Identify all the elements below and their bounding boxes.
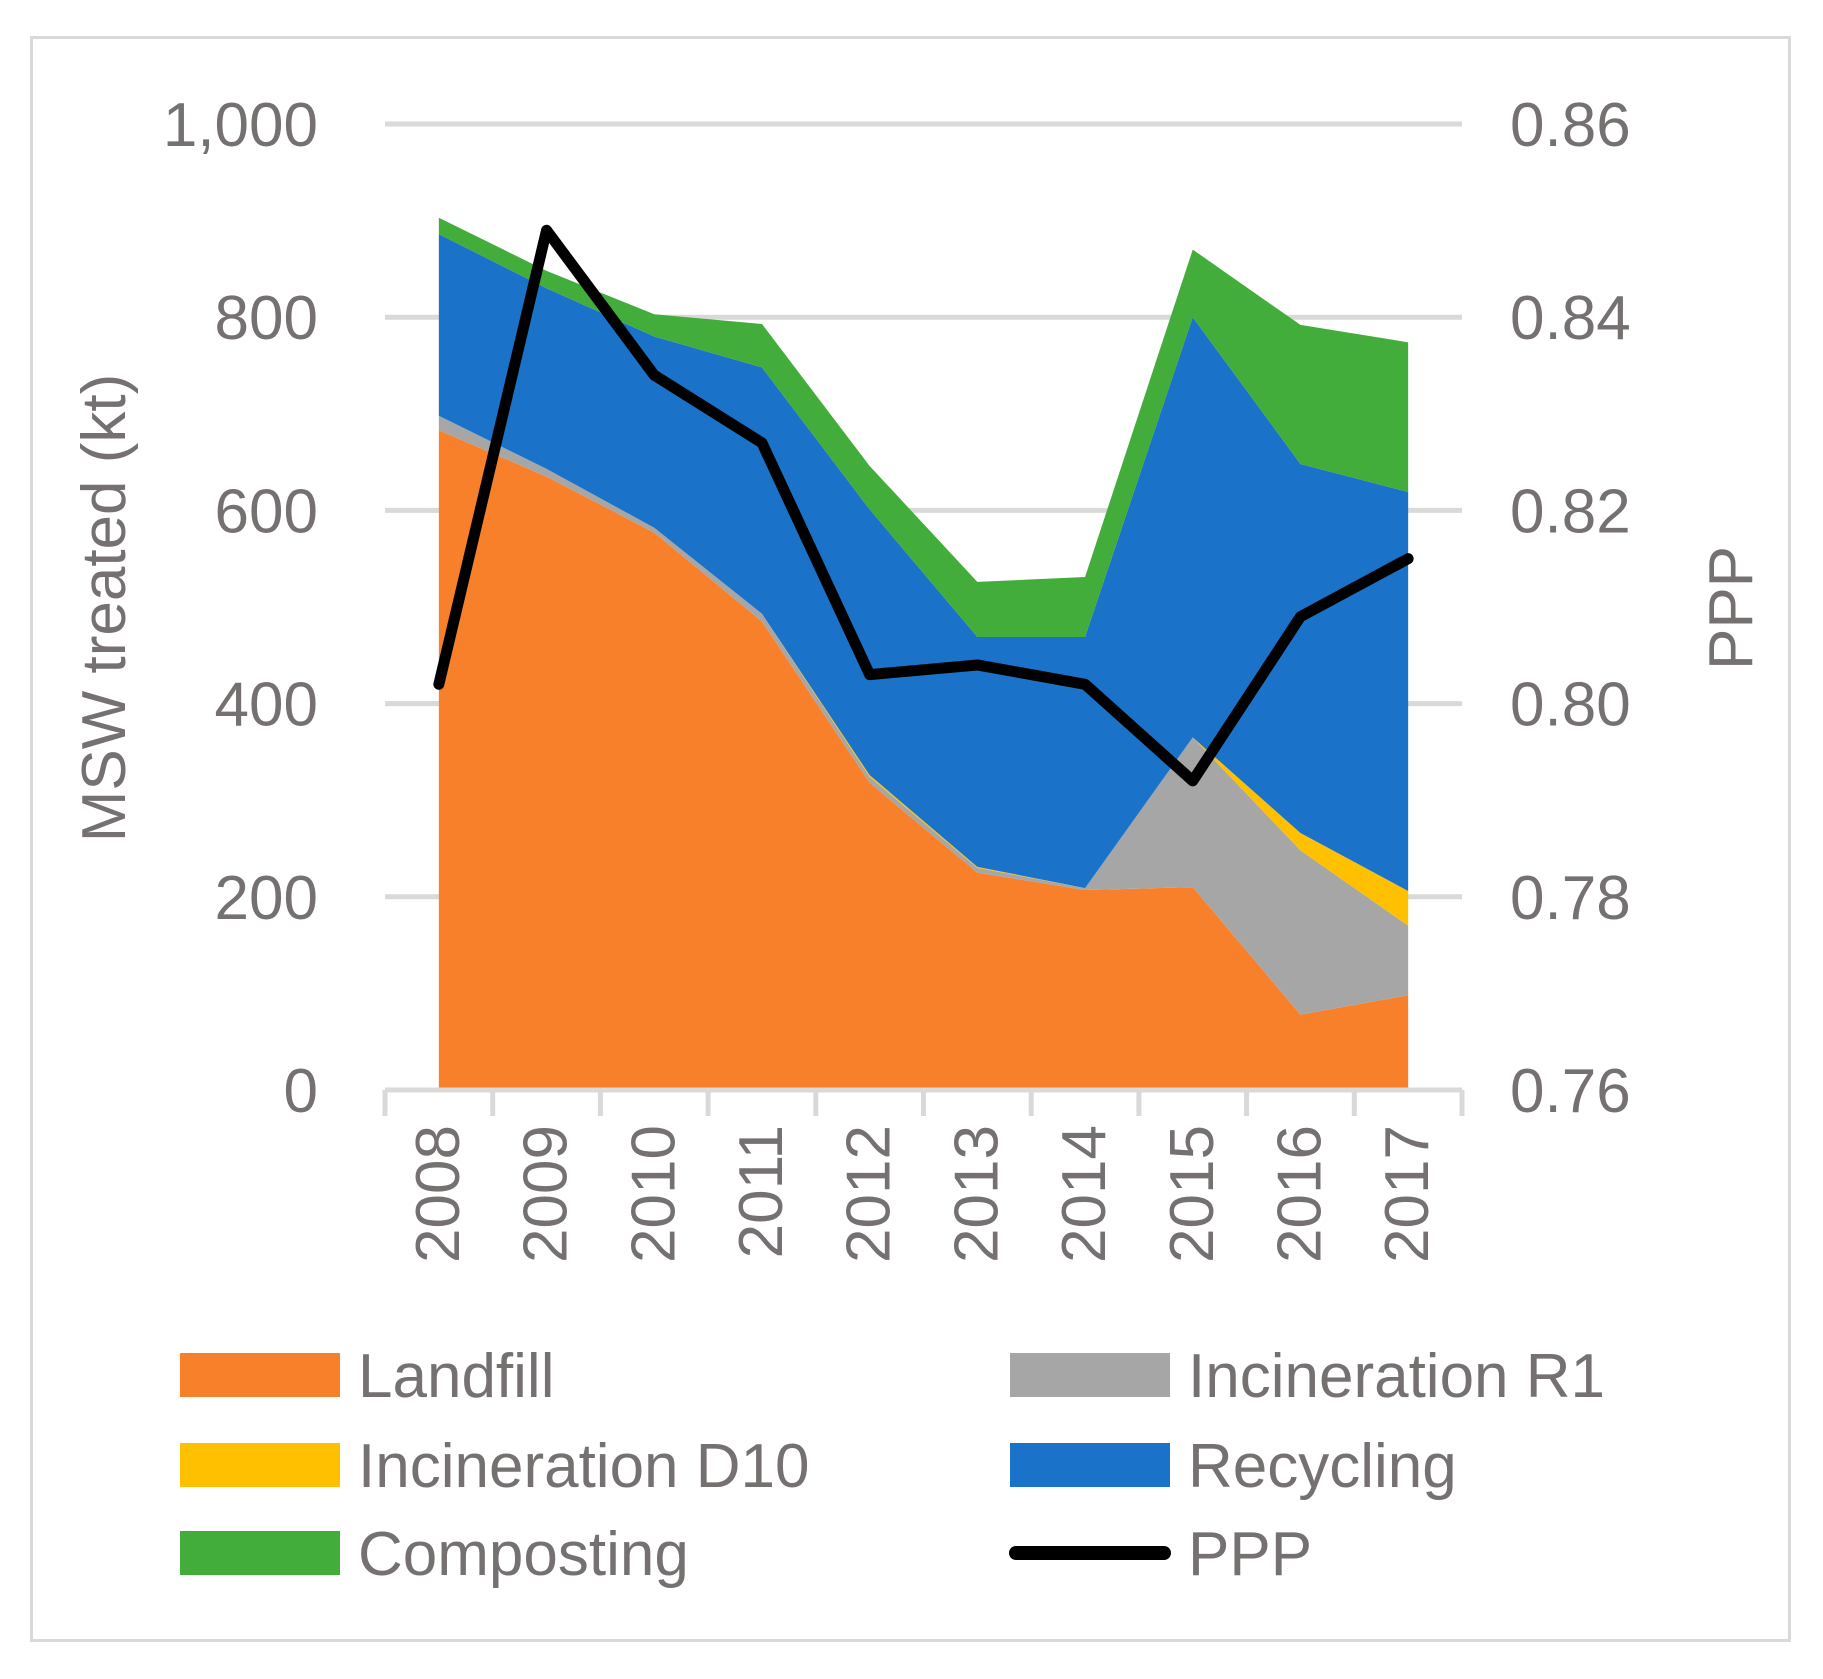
x-tick-label: 2017 (1373, 1125, 1442, 1263)
x-tick-label: 2014 (1050, 1125, 1119, 1263)
legend-label: PPP (1188, 1520, 1312, 1589)
legend-swatch (1010, 1443, 1170, 1487)
right-tick-label: 0.76 (1510, 1057, 1631, 1126)
legend-item-landfill: Landfill (180, 1342, 554, 1411)
legend-label: Incineration D10 (358, 1432, 810, 1501)
legend-swatch (180, 1443, 340, 1487)
legend: Landfill Incineration R1 Incineration D10 R… (180, 1342, 1605, 1589)
ppp-line-group (433, 224, 1414, 787)
legend-label: Landfill (358, 1342, 554, 1411)
legend-swatch (1010, 1353, 1170, 1397)
legend-swatch (180, 1531, 340, 1575)
right-tick-label: 0.82 (1510, 477, 1631, 546)
left-axis-title: MSW treated (kt) (70, 374, 139, 843)
x-tick-label: 2016 (1265, 1125, 1334, 1263)
legend-swatch (180, 1353, 340, 1397)
x-tick-label: 2015 (1158, 1125, 1227, 1263)
x-axis: 2008 2009 2010 2011 2012 2013 2014 2015 2016 2017 (382, 1087, 1465, 1263)
x-tick-label: 2013 (942, 1125, 1011, 1263)
left-tick-label: 400 (215, 671, 318, 740)
left-tick-label: 800 (215, 284, 318, 353)
legend-item-ppp: PPP (1009, 1520, 1312, 1589)
right-axis-ticks: 0.76 0.78 0.80 0.82 0.84 0.86 (1510, 91, 1631, 1126)
x-tick-label: 2009 (512, 1125, 581, 1263)
x-tick-label: 2012 (835, 1125, 904, 1263)
left-tick-label: 1,000 (163, 91, 318, 160)
left-tick-label: 200 (215, 864, 318, 933)
left-tick-label: 600 (215, 477, 318, 546)
right-tick-label: 0.80 (1510, 671, 1631, 740)
area-landfill (438, 430, 1409, 1090)
area-composting (438, 217, 1409, 637)
x-tick-label: 2010 (619, 1125, 688, 1263)
legend-label: Composting (358, 1520, 689, 1589)
right-tick-label: 0.84 (1510, 284, 1631, 353)
legend-item-incineration-d10: Incineration D10 (180, 1432, 810, 1501)
right-tick-label: 0.86 (1510, 91, 1631, 160)
legend-label: Incineration R1 (1188, 1342, 1605, 1411)
stacked-areas (438, 217, 1409, 1090)
right-tick-label: 0.78 (1510, 864, 1631, 933)
legend-item-incineration-r1: Incineration R1 (1010, 1342, 1605, 1411)
area-incineration-r1 (438, 415, 1409, 1015)
legend-label: Recycling (1188, 1432, 1457, 1501)
x-tick-label: 2008 (404, 1125, 473, 1263)
x-tick-label: 2011 (727, 1125, 796, 1258)
ppp-line (433, 224, 1414, 787)
legend-item-composting: Composting (180, 1520, 689, 1589)
right-axis-title: PPP (1697, 546, 1766, 670)
left-tick-label: 0 (284, 1057, 318, 1126)
left-axis-ticks: 0 200 400 600 800 1,000 (163, 91, 318, 1126)
legend-item-recycling: Recycling (1010, 1432, 1457, 1501)
